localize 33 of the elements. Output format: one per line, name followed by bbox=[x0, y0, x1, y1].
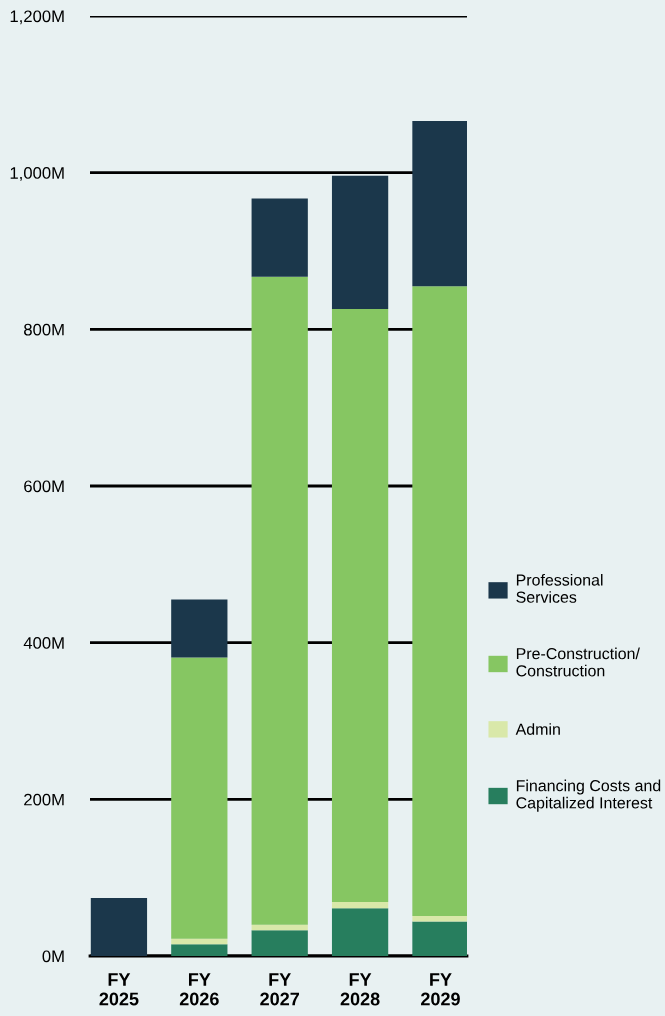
y-tick-label: 600M bbox=[24, 480, 64, 493]
x-tick-label: FY 2026 bbox=[179, 973, 219, 1006]
x-tick-label: FY 2025 bbox=[99, 973, 139, 1006]
legend-label: Professional Services bbox=[516, 573, 603, 603]
legend-label: Admin bbox=[515, 723, 560, 735]
bar bbox=[331, 175, 389, 309]
bar bbox=[412, 286, 467, 917]
bar bbox=[412, 916, 467, 922]
y-tick-label: 1,000M bbox=[10, 167, 64, 181]
legend-label: Pre-Construction/ Construction bbox=[516, 647, 640, 677]
bar bbox=[412, 120, 467, 287]
bar bbox=[331, 908, 389, 956]
y-tick-label: 0M bbox=[42, 950, 64, 963]
bar bbox=[171, 938, 228, 945]
bar bbox=[251, 198, 308, 277]
bar bbox=[171, 599, 228, 658]
bar bbox=[251, 276, 308, 925]
x-tick-label: FY 2028 bbox=[340, 973, 380, 1006]
bar bbox=[412, 921, 467, 956]
y-tick-label: 200M bbox=[24, 793, 64, 806]
x-tick-label: FY 2027 bbox=[260, 973, 299, 1006]
legend-label: Financing Costs and Capitalized Interest bbox=[516, 779, 661, 812]
y-tick-label: 1,200M bbox=[10, 10, 64, 25]
y-tick-label: 400M bbox=[23, 637, 64, 649]
y-tick-label: 800M bbox=[24, 323, 64, 336]
bar bbox=[171, 944, 228, 956]
bar bbox=[251, 930, 308, 956]
bar bbox=[331, 308, 389, 902]
x-tick-label: FY 2029 bbox=[421, 973, 460, 1006]
bar bbox=[90, 898, 148, 956]
bar bbox=[251, 924, 308, 931]
bar bbox=[331, 901, 389, 909]
bar bbox=[171, 657, 228, 939]
